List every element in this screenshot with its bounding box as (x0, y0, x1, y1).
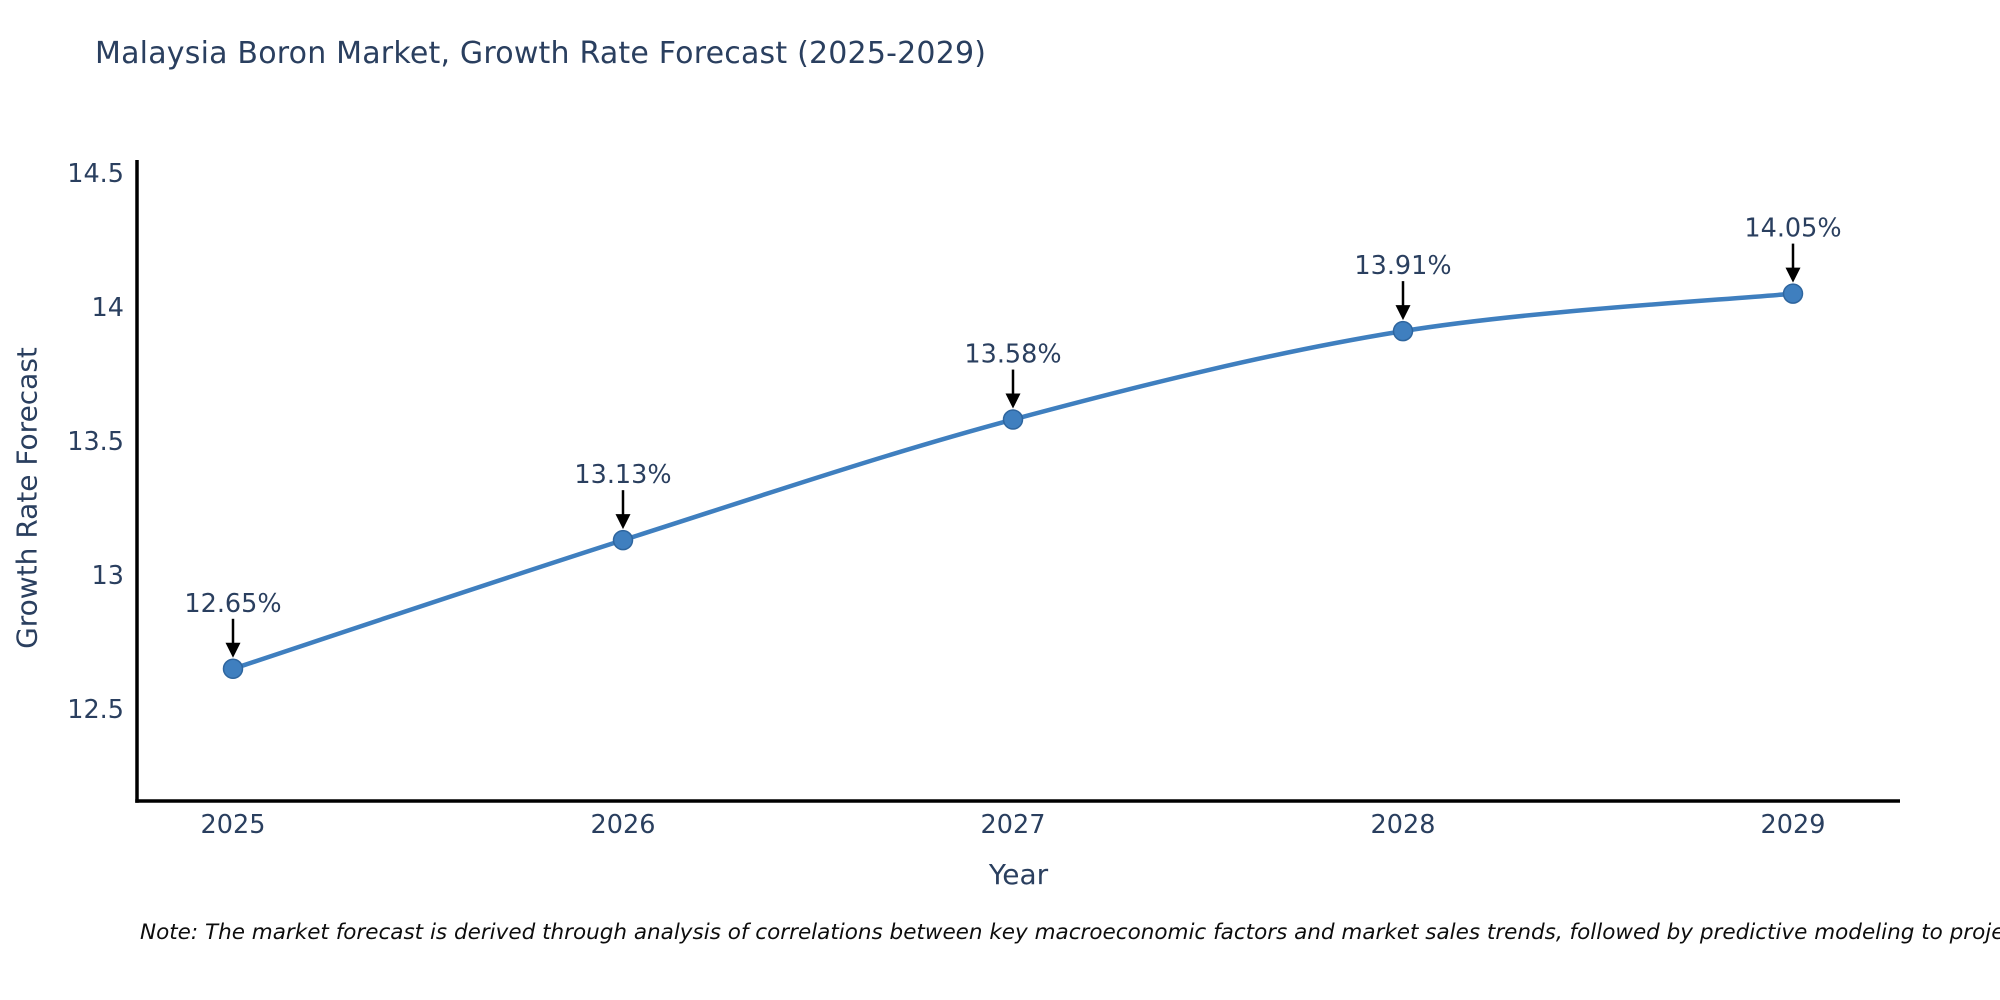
x-tick-label: 2026 (591, 810, 656, 840)
x-tick-label: 2028 (1371, 810, 1436, 840)
data-point-label: 13.91% (1354, 251, 1451, 281)
y-tick-label: 14 (92, 293, 124, 323)
data-point-marker[interactable] (1002, 409, 1024, 430)
x-axis-title: Year (988, 858, 1049, 891)
x-tick-label: 2027 (981, 810, 1046, 840)
y-tick-label: 13.5 (67, 427, 124, 457)
y-axis-title: Growth Rate Forecast (10, 347, 44, 649)
x-tick-label: 2029 (1761, 810, 1826, 840)
annotation-arrowhead-icon (615, 514, 631, 530)
annotation-arrowhead-icon (1395, 305, 1411, 321)
chart-title: Malaysia Boron Market, Growth Rate Forec… (95, 36, 987, 71)
annotation-arrowhead-icon (225, 642, 241, 658)
data-point-marker[interactable] (222, 658, 244, 680)
data-point-marker[interactable] (612, 529, 634, 551)
data-point-label: 13.13% (574, 460, 671, 490)
y-tick-label: 14.5 (67, 159, 124, 189)
data-point-marker[interactable] (1782, 283, 1804, 304)
data-point-label: 13.58% (964, 340, 1061, 370)
data-point-label: 12.65% (184, 589, 281, 619)
x-tick-label: 2025 (201, 810, 266, 840)
y-tick-label: 12.5 (67, 695, 124, 725)
footnote-text: Note: The market forecast is derived thr… (140, 920, 2000, 945)
annotation-arrowhead-icon (1785, 267, 1801, 283)
annotation-arrowhead-icon (1005, 393, 1021, 409)
data-point-marker[interactable] (1392, 320, 1414, 342)
y-tick-label: 13 (92, 561, 124, 591)
data-point-label: 14.05% (1744, 214, 1841, 244)
